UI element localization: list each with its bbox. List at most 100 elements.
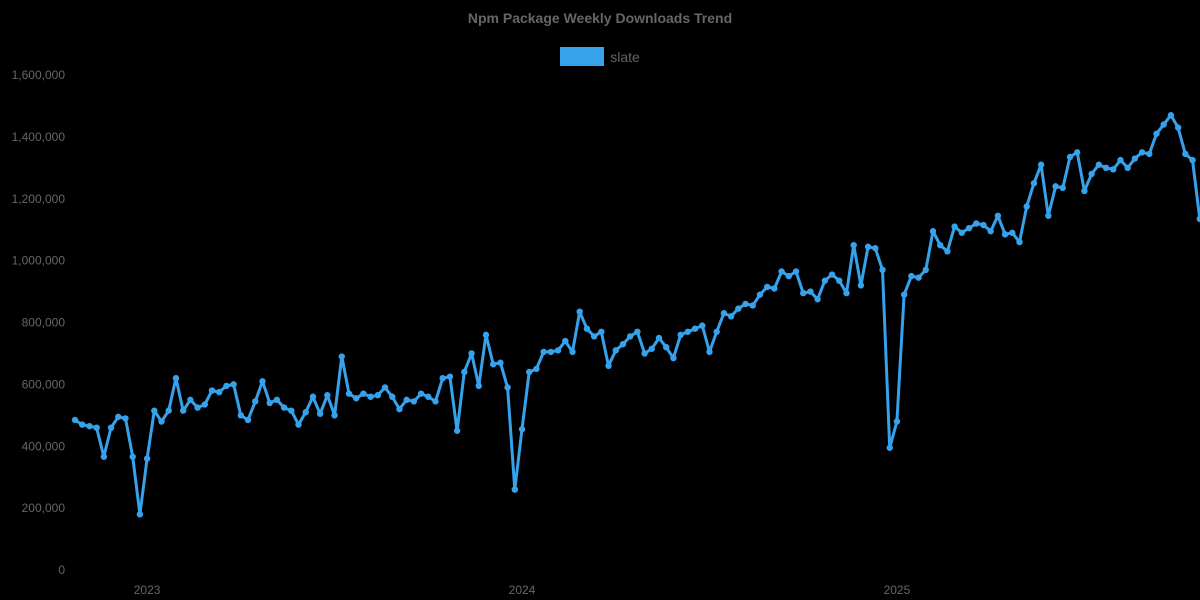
data-point[interactable]	[641, 350, 648, 357]
data-point[interactable]	[230, 381, 237, 388]
data-point[interactable]	[893, 418, 901, 425]
data-point[interactable]	[973, 220, 980, 227]
data-point[interactable]	[432, 398, 439, 405]
data-point[interactable]	[158, 418, 165, 425]
data-point[interactable]	[389, 393, 396, 400]
data-point[interactable]	[590, 333, 598, 340]
data-point[interactable]	[735, 305, 742, 312]
data-point[interactable]	[684, 328, 692, 335]
data-point[interactable]	[583, 325, 591, 332]
data-point[interactable]	[100, 453, 108, 460]
data-point[interactable]	[244, 416, 252, 424]
data-point[interactable]	[980, 221, 987, 229]
data-point[interactable]	[1138, 149, 1146, 156]
data-point[interactable]	[1009, 229, 1016, 236]
data-point[interactable]	[288, 407, 295, 414]
data-point[interactable]	[655, 334, 663, 342]
data-point[interactable]	[136, 511, 144, 518]
data-point[interactable]	[468, 350, 475, 357]
data-point[interactable]	[143, 455, 151, 462]
data-point[interactable]	[439, 374, 446, 382]
data-point[interactable]	[1095, 161, 1103, 168]
data-point[interactable]	[129, 453, 136, 460]
data-point[interactable]	[691, 325, 699, 332]
data-point[interactable]	[396, 405, 403, 413]
data-point[interactable]	[908, 272, 915, 280]
data-point[interactable]	[706, 348, 713, 356]
data-point[interactable]	[115, 413, 122, 421]
data-point[interactable]	[576, 308, 583, 315]
data-point[interactable]	[381, 384, 389, 391]
data-point[interactable]	[677, 331, 684, 339]
data-point[interactable]	[122, 415, 129, 422]
data-point[interactable]	[93, 424, 100, 431]
data-point[interactable]	[807, 288, 814, 295]
legend-swatch[interactable]	[560, 47, 605, 66]
data-point[interactable]	[1030, 180, 1038, 187]
data-point[interactable]	[554, 347, 562, 354]
data-point[interactable]	[86, 422, 93, 430]
data-point[interactable]	[1189, 156, 1196, 164]
data-point[interactable]	[1016, 238, 1023, 246]
data-point[interactable]	[1066, 153, 1074, 161]
data-point[interactable]	[475, 382, 482, 390]
data-point[interactable]	[626, 333, 634, 340]
data-point[interactable]	[533, 365, 540, 373]
data-point[interactable]	[814, 296, 821, 303]
data-point[interactable]	[252, 398, 259, 405]
data-point[interactable]	[922, 266, 929, 274]
data-point[interactable]	[302, 409, 309, 416]
data-point[interactable]	[461, 368, 468, 376]
data-point[interactable]	[821, 277, 829, 284]
data-point[interactable]	[151, 407, 158, 414]
data-point[interactable]	[1174, 124, 1182, 131]
data-point[interactable]	[836, 277, 843, 284]
data-point[interactable]	[1110, 166, 1117, 173]
data-point[interactable]	[1182, 150, 1189, 158]
data-point[interactable]	[403, 396, 410, 404]
data-point[interactable]	[864, 243, 872, 250]
data-point[interactable]	[598, 328, 605, 335]
data-point[interactable]	[778, 268, 785, 275]
data-point[interactable]	[223, 382, 230, 390]
data-point[interactable]	[951, 223, 958, 230]
data-point[interactable]	[857, 282, 865, 289]
data-point[interactable]	[237, 412, 245, 419]
data-point[interactable]	[749, 302, 756, 309]
data-point[interactable]	[929, 228, 937, 235]
data-point[interactable]	[266, 399, 273, 407]
data-point[interactable]	[1037, 161, 1045, 168]
data-point[interactable]	[713, 328, 720, 335]
data-point[interactable]	[374, 392, 382, 399]
data-point[interactable]	[872, 245, 879, 252]
data-point[interactable]	[785, 272, 792, 280]
data-point[interactable]	[800, 289, 807, 297]
data-point[interactable]	[446, 373, 454, 380]
data-point[interactable]	[742, 300, 749, 308]
data-point[interactable]	[1153, 130, 1160, 137]
data-point[interactable]	[965, 224, 973, 232]
data-point[interactable]	[1052, 183, 1059, 190]
data-point[interactable]	[915, 274, 922, 281]
data-point[interactable]	[843, 289, 850, 297]
data-point[interactable]	[1045, 212, 1052, 219]
data-point[interactable]	[670, 354, 677, 362]
data-point[interactable]	[886, 444, 893, 451]
data-point[interactable]	[1059, 184, 1066, 192]
data-point[interactable]	[727, 313, 735, 320]
data-point[interactable]	[994, 212, 1002, 219]
data-point[interactable]	[511, 486, 519, 493]
data-point[interactable]	[338, 353, 345, 360]
data-point[interactable]	[194, 404, 201, 411]
data-point[interactable]	[562, 337, 569, 345]
data-point[interactable]	[699, 322, 706, 329]
data-point[interactable]	[273, 396, 281, 404]
data-point[interactable]	[619, 340, 627, 348]
data-point[interactable]	[497, 359, 504, 366]
data-point[interactable]	[828, 271, 836, 278]
data-point[interactable]	[987, 228, 994, 235]
data-point[interactable]	[482, 331, 490, 339]
data-point[interactable]	[569, 348, 576, 356]
data-point[interactable]	[756, 291, 764, 298]
data-point[interactable]	[417, 390, 425, 397]
